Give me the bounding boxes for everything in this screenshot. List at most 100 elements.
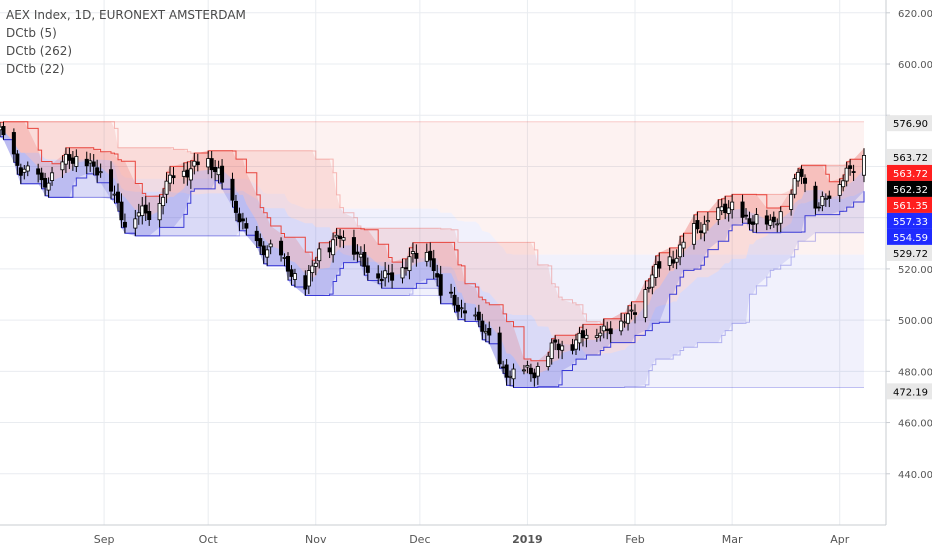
candle-body <box>351 237 356 255</box>
candle-body <box>341 237 346 241</box>
candle-body <box>462 310 467 314</box>
candle-body <box>50 172 55 181</box>
candle-body <box>789 193 794 210</box>
candle-body <box>816 206 821 209</box>
candle-body <box>768 219 773 226</box>
candle-body <box>671 259 676 264</box>
candle-body <box>754 214 759 225</box>
candle-body <box>626 313 631 324</box>
candle-body <box>407 256 412 272</box>
price-labels: 576.90 563.72 563.72 562.32 561.35 557.33 554.… <box>887 115 932 400</box>
candle-body <box>504 364 509 378</box>
candle-body <box>414 252 419 259</box>
price-label-box <box>887 383 932 400</box>
x-tick-label: Mar <box>722 533 743 546</box>
candle-body <box>691 223 696 245</box>
dctb-5-lower-line <box>0 136 865 388</box>
dctb-5-upper-fill <box>0 121 864 375</box>
price-label-box <box>887 196 932 213</box>
candle-body <box>46 182 51 191</box>
dctb-262-upper-fill <box>0 121 864 255</box>
candle-body <box>480 320 485 332</box>
candle-body <box>22 168 27 173</box>
candle-body <box>70 157 75 164</box>
candle-body <box>459 307 464 310</box>
candle-body <box>230 178 235 201</box>
candle-body <box>560 345 565 351</box>
candle-body <box>705 220 710 223</box>
candle-body <box>317 248 322 262</box>
candle-body <box>629 309 634 312</box>
candle-body <box>546 355 551 368</box>
candle-body <box>206 158 211 168</box>
candle-body <box>171 175 176 179</box>
y-tick-label: 440.00 <box>898 470 932 481</box>
indicator-dctb-5[interactable]: DCtb (5) <box>6 26 57 40</box>
price-label: 557.33 <box>893 217 928 228</box>
candle-body <box>1 126 6 136</box>
candle-body <box>601 325 606 332</box>
price-label-box <box>887 164 932 181</box>
candle-body <box>25 165 30 172</box>
candle-body <box>147 211 152 220</box>
candle-body <box>400 267 405 279</box>
candle-body <box>528 367 533 375</box>
candle-body <box>355 251 360 255</box>
candle-body <box>390 272 395 281</box>
candle-body <box>719 206 724 212</box>
candle-body <box>261 245 266 256</box>
candle-body <box>428 250 433 261</box>
price-label: 561.35 <box>893 201 928 212</box>
candle-body <box>584 334 589 339</box>
candle-body <box>674 257 679 263</box>
candle-body <box>823 198 828 200</box>
candle-body <box>282 257 287 259</box>
symbol-title[interactable]: AEX Index, 1D, EURONEXT AMSTERDAM <box>6 8 246 22</box>
y-tick-label: 460.00 <box>898 419 932 430</box>
candle-body <box>303 275 308 290</box>
price-axis[interactable]: 440.00 460.00 480.00 500.00 520.00 600.00 620.… <box>886 9 932 481</box>
candle-body <box>549 342 554 359</box>
candle-body <box>796 171 801 182</box>
price-label-box <box>887 212 932 229</box>
candle-body <box>726 207 731 214</box>
candle-body <box>643 289 648 318</box>
candle-body <box>695 220 700 230</box>
dctb-5-lower-fill <box>0 129 864 388</box>
x-tick-label: Sep <box>94 533 115 546</box>
y-tick-label: 480.00 <box>898 367 932 378</box>
candle-body <box>109 169 114 192</box>
chart-legend: AEX Index, 1D, EURONEXT AMSTERDAM DCtb (… <box>6 6 246 78</box>
candle-body <box>456 304 461 312</box>
candle-body <box>181 170 186 177</box>
candle-body <box>841 180 846 188</box>
time-axis[interactable]: Sep Oct Nov Dec 2019 Feb Mar Apr <box>94 533 850 546</box>
candle-body <box>702 223 707 234</box>
candle-body <box>574 339 579 350</box>
price-label-box <box>887 148 932 165</box>
indicator-dctb-22[interactable]: DCtb (22) <box>6 62 65 76</box>
candle-body <box>698 230 703 234</box>
candle-body <box>646 286 651 289</box>
candle-body <box>820 196 825 207</box>
candle-body <box>168 174 173 184</box>
candle-body <box>115 191 120 203</box>
candle-body <box>497 332 502 365</box>
candle-body <box>0 126 3 131</box>
candle-body <box>254 230 259 242</box>
candle-body <box>285 256 290 272</box>
candle-body <box>487 328 492 336</box>
candle-body <box>452 294 457 306</box>
candle-body <box>862 155 867 176</box>
candle-body <box>431 258 436 272</box>
candle-body <box>244 223 249 229</box>
candle-body <box>750 221 755 225</box>
indicator-dctb-262[interactable]: DCtb (262) <box>6 44 73 58</box>
candle-body <box>556 343 561 351</box>
price-label: 472.19 <box>893 387 928 398</box>
candle-body <box>681 241 686 249</box>
candle-body <box>535 366 540 377</box>
candle-body <box>379 278 384 282</box>
candle-body <box>213 167 218 173</box>
